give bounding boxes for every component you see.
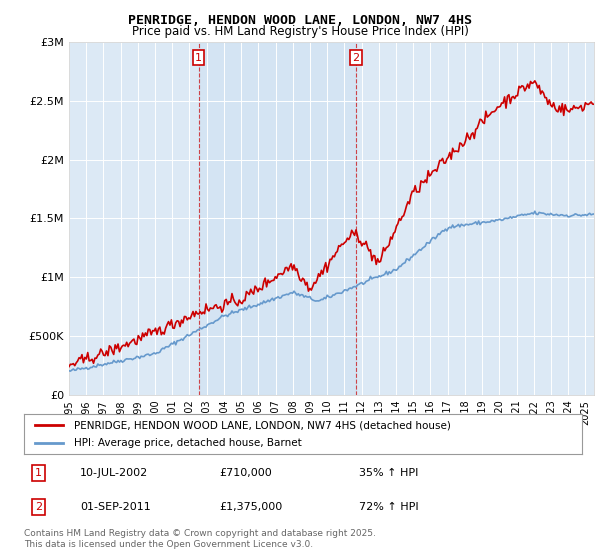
Text: HPI: Average price, detached house, Barnet: HPI: Average price, detached house, Barn…: [74, 437, 302, 447]
Text: 01-SEP-2011: 01-SEP-2011: [80, 502, 151, 512]
Text: Contains HM Land Registry data © Crown copyright and database right 2025.
This d: Contains HM Land Registry data © Crown c…: [24, 529, 376, 549]
Text: 10-JUL-2002: 10-JUL-2002: [80, 468, 148, 478]
Text: 2: 2: [35, 502, 42, 512]
Text: 72% ↑ HPI: 72% ↑ HPI: [359, 502, 418, 512]
Text: 1: 1: [195, 53, 202, 63]
Text: £1,375,000: £1,375,000: [220, 502, 283, 512]
Text: £710,000: £710,000: [220, 468, 272, 478]
Text: 1: 1: [35, 468, 42, 478]
Bar: [199, 42, 356, 395]
Text: Price paid vs. HM Land Registry's House Price Index (HPI): Price paid vs. HM Land Registry's House …: [131, 25, 469, 38]
Text: PENRIDGE, HENDON WOOD LANE, LONDON, NW7 4HS (detached house): PENRIDGE, HENDON WOOD LANE, LONDON, NW7 …: [74, 421, 451, 431]
Text: 35% ↑ HPI: 35% ↑ HPI: [359, 468, 418, 478]
Text: 2: 2: [352, 53, 359, 63]
Text: PENRIDGE, HENDON WOOD LANE, LONDON, NW7 4HS: PENRIDGE, HENDON WOOD LANE, LONDON, NW7 …: [128, 14, 472, 27]
